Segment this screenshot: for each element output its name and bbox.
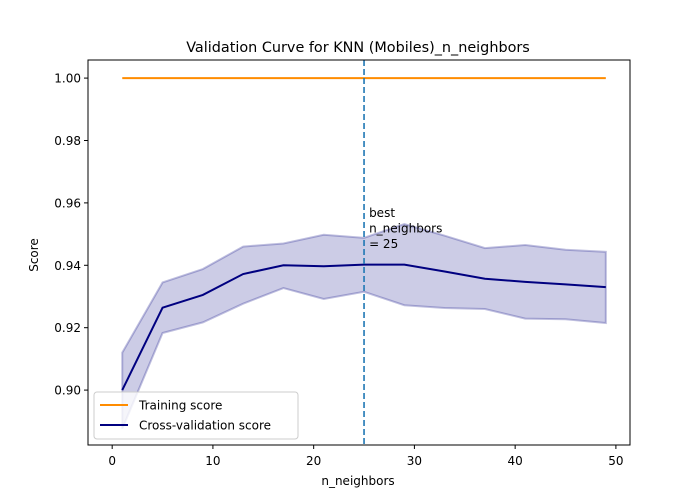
x-tick-label: 50 [608, 454, 623, 468]
chart-title: Validation Curve for KNN (Mobiles)_n_nei… [186, 40, 530, 56]
cv-score-line [121, 263, 606, 391]
y-tick-label: 0.94 [54, 259, 81, 273]
annotation-line: = 25 [369, 237, 398, 251]
annotation-line: n_neighbors [369, 221, 442, 235]
annotation-line: best [369, 206, 395, 220]
axis-ticks: 0 10 20 30 40 50 0.90 0.92 0.94 0.96 0.98 1.00 [54, 72, 623, 468]
x-tick-label: 10 [205, 454, 220, 468]
y-tick-label: 0.96 [54, 196, 81, 210]
y-axis-label: Score [27, 238, 41, 272]
cv-std-band [121, 223, 607, 430]
y-tick-label: 0.98 [54, 134, 81, 148]
legend-label: Training score [138, 399, 222, 413]
y-tick-label: 0.90 [54, 384, 81, 398]
legend-label: Cross-validation score [139, 419, 271, 433]
plot-area [121, 60, 607, 445]
plot-frame [87, 59, 631, 446]
x-tick-label: 20 [306, 454, 321, 468]
y-tick-label: 0.92 [54, 321, 81, 335]
x-axis-label: n_neighbors [321, 474, 394, 488]
x-tick-label: 0 [108, 454, 116, 468]
y-tick-label: 1.00 [54, 72, 81, 86]
x-tick-label: 40 [508, 454, 523, 468]
x-tick-label: 30 [407, 454, 422, 468]
legend-box [93, 391, 299, 440]
legend: Training score Cross-validation score [93, 391, 299, 440]
